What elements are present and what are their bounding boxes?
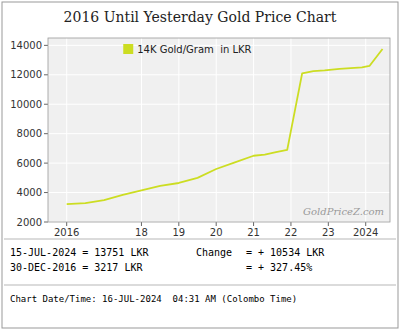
tick-mark	[141, 222, 142, 226]
tick-label: 22	[285, 227, 298, 238]
change-percent: = + 327.45%	[246, 262, 312, 273]
tick-label: 2016	[54, 227, 79, 238]
separator	[4, 285, 396, 286]
grid-line	[178, 38, 179, 222]
tick-label: 18	[135, 227, 148, 238]
grid-line	[48, 192, 390, 193]
data	[67, 49, 383, 204]
grid-line	[253, 38, 254, 222]
tick-mark	[290, 222, 291, 226]
grid-line	[48, 104, 390, 105]
footer: Chart Date/Time: 16-JUL-2024 04:31 AM (C…	[10, 294, 297, 304]
tick-mark	[44, 74, 48, 75]
tick-label: 2024	[353, 227, 378, 238]
tick-mark	[66, 222, 67, 226]
tick-mark	[365, 222, 366, 226]
grid-line	[48, 163, 390, 164]
legend-label: 14K Gold/Gram in LKR	[137, 44, 251, 55]
tick-label: 19	[172, 227, 185, 238]
tick-label: 12000	[10, 69, 42, 80]
chart: 2016 Until Yesterday Gold Price Chart 200…	[0, 0, 400, 330]
grid-line	[216, 38, 217, 222]
tick-label: 6000	[17, 158, 42, 169]
tick-mark	[253, 222, 254, 226]
grid-line	[328, 38, 329, 222]
legend-swatch	[123, 44, 133, 54]
tick-mark	[44, 192, 48, 193]
tick-mark	[178, 222, 179, 226]
tick-label: 20	[210, 227, 223, 238]
tick-mark	[44, 104, 48, 105]
plot-background	[48, 38, 390, 222]
tick-label: 23	[322, 227, 335, 238]
plot-frame	[48, 38, 390, 222]
legend: 14K Gold/Gram in LKR	[123, 44, 251, 55]
tick-label: 2000	[17, 217, 42, 228]
tick-label: 21	[247, 227, 260, 238]
tick-mark	[44, 133, 48, 134]
tick-label: 14000	[10, 40, 42, 51]
tick-mark	[44, 163, 48, 164]
tick-mark	[44, 45, 48, 46]
separator	[4, 239, 396, 240]
stat-line: 15-JUL-2024 = 13751 LKR	[10, 247, 149, 258]
outer-border	[2, 2, 398, 328]
tick-label: 4000	[17, 187, 42, 198]
tick-label: 10000	[10, 99, 42, 110]
line	[67, 49, 383, 204]
grid-line	[141, 38, 142, 222]
tick-mark	[328, 222, 329, 226]
grid-line	[365, 38, 366, 222]
grid	[48, 38, 390, 222]
title: 2016 Until Yesterday Gold Price Chart	[64, 9, 337, 25]
tick-label: 8000	[17, 128, 42, 139]
change-value: = + 10534 LKR	[246, 247, 325, 258]
tick-mark	[216, 222, 217, 226]
tick-mark	[44, 222, 48, 223]
grid-line	[66, 38, 67, 222]
change-label: Change	[196, 247, 232, 258]
stat-line: 30-DEC-2016 = 3217 LKR	[10, 262, 143, 273]
grid-line	[48, 74, 390, 75]
watermark: GoldPriceZ.com	[303, 206, 384, 217]
grid-line	[48, 133, 390, 134]
